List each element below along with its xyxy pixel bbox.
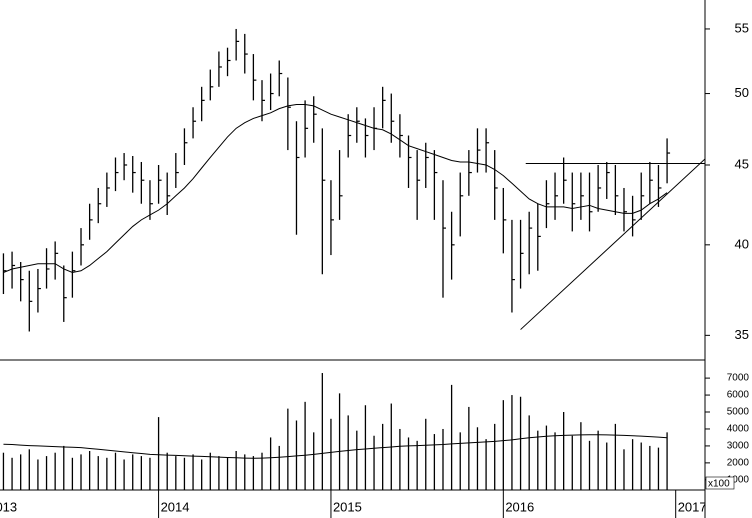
x-tick-label: 2014 xyxy=(161,499,190,514)
y-tick-label: 2000 xyxy=(727,458,750,469)
moving-average xyxy=(3,104,668,274)
volume-panel xyxy=(2,373,668,490)
x-tick-label: 2017 xyxy=(678,499,707,514)
y-axes: 35 40 45 50 55 1000 2000 3000 4000 5000 6000 7000 xyxy=(705,20,749,485)
y-tick-label: 6000 xyxy=(727,390,750,401)
y-tick-label: 55 xyxy=(735,20,749,35)
y-tick-label: 3000 xyxy=(727,441,750,452)
y-tick-label: 7000 xyxy=(727,373,750,384)
trend-line xyxy=(520,158,705,330)
x-tick-label: 2013 xyxy=(0,499,17,514)
y-tick-label: 5000 xyxy=(727,407,750,418)
y-tick-label: 35 xyxy=(735,327,749,342)
y-tick-label: 45 xyxy=(735,156,749,171)
y-tick-label: 1000 xyxy=(727,474,750,485)
x-tick-label: 2016 xyxy=(505,499,534,514)
x-tick-label: 2015 xyxy=(333,499,362,514)
x-axis-labels: 2013 2014 2015 2016 2017 xyxy=(0,490,707,518)
y-tick-label: 4000 xyxy=(727,424,750,435)
y-tick-label: 40 xyxy=(735,236,749,251)
volume-average xyxy=(3,434,668,459)
unit-box xyxy=(705,476,735,490)
y-tick-label: 50 xyxy=(735,85,749,100)
price-panel xyxy=(2,28,705,332)
volume-unit: x100 xyxy=(708,479,730,490)
